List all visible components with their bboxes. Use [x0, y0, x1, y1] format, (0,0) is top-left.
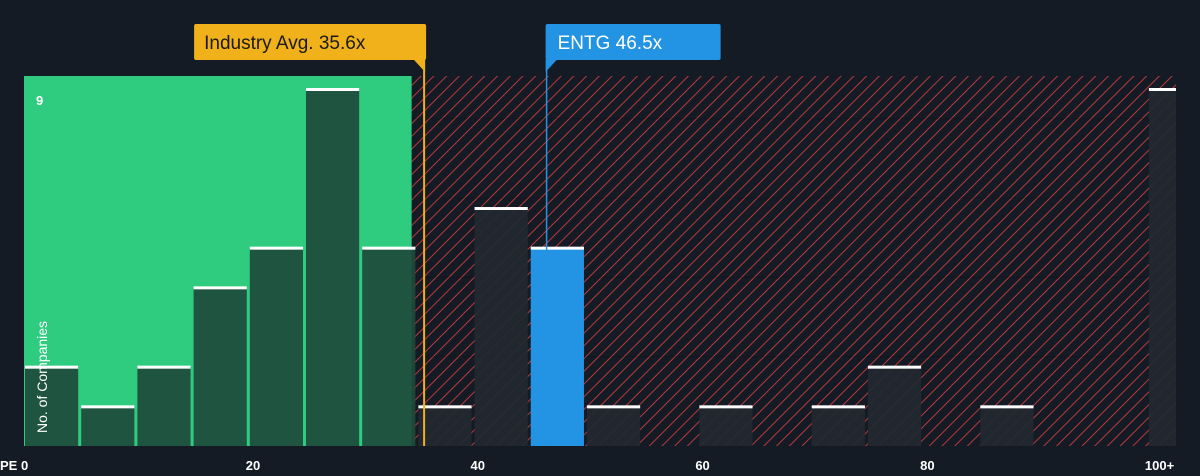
histogram-bar: [867, 366, 922, 446]
histogram-bar: [193, 287, 247, 446]
bar-cap: [811, 405, 865, 409]
industry-avg-label: Industry Avg. 35.6x: [204, 33, 366, 54]
bar-cap: [586, 405, 641, 409]
company-pointer: [545, 60, 557, 72]
y-axis-label: No. of Companies: [34, 321, 50, 433]
bar-cap: [362, 246, 416, 250]
histogram-bar: [305, 89, 360, 446]
company-label: ENTG 46.5x: [558, 33, 663, 54]
histogram-bar: [81, 406, 135, 446]
histogram-bar: [418, 406, 472, 446]
industry-avg-callout: Industry Avg. 35.6x: [194, 24, 427, 72]
histogram-bars: [25, 88, 1176, 446]
bar-cap: [137, 365, 191, 369]
x-axis: PE 0 20 40 60 80 100+: [0, 458, 1175, 473]
histogram-bar: [137, 366, 191, 446]
histogram-bar: [699, 406, 753, 446]
reference-lines: [423, 58, 548, 446]
histogram-bar: [25, 366, 79, 446]
bar-cap: [1148, 88, 1176, 91]
bar-cap: [867, 365, 922, 369]
histogram-bar: [474, 208, 528, 446]
bar-cap: [193, 286, 247, 290]
metric-label: PE: [0, 458, 18, 473]
x-tick-label: 80: [920, 458, 934, 473]
y-max-tick-label: 9: [36, 93, 43, 108]
histogram-bar: [811, 406, 865, 446]
histogram-bar: [1148, 89, 1176, 446]
bar-cap: [699, 405, 753, 409]
bar-cap: [530, 246, 584, 250]
company-callout: ENTG 46.5x: [545, 24, 721, 72]
x-tick-label: 40: [471, 458, 485, 473]
histogram-bar: [362, 247, 416, 446]
y-axis: 9 No. of Companies: [34, 93, 50, 433]
bar-cap: [249, 246, 303, 250]
bar-cap: [81, 405, 135, 409]
x-tick-label: 0: [21, 458, 28, 473]
bar-cap: [474, 207, 528, 210]
x-tick-label: 60: [695, 458, 709, 473]
company-box: [545, 24, 721, 60]
callouts: Industry Avg. 35.6x ENTG 46.5x: [194, 24, 721, 72]
histogram-bar: [980, 406, 1034, 446]
bar-cap: [418, 405, 472, 409]
x-tick-label: 20: [246, 458, 260, 473]
bar-cap: [305, 88, 360, 91]
bar-cap: [980, 405, 1034, 409]
histogram-bar: [530, 247, 584, 446]
industry-avg-pointer: [414, 60, 426, 72]
bar-cap: [25, 365, 79, 369]
industry-avg-box: [194, 24, 427, 60]
histogram-bar: [586, 406, 641, 446]
histogram-bar: [249, 247, 303, 446]
x-tick-label: 100+: [1145, 458, 1175, 473]
